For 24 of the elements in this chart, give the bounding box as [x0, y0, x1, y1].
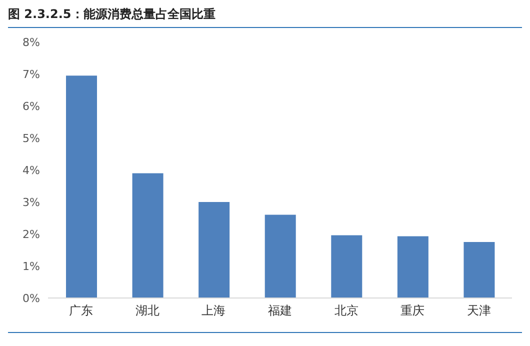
bar: [264, 214, 296, 298]
y-tick-label: 0%: [22, 292, 40, 305]
bar: [198, 202, 230, 298]
x-tick-label: 广东: [69, 304, 94, 318]
bar: [397, 236, 428, 298]
y-tick-label: 7%: [22, 68, 40, 81]
x-tick-label: 福建: [268, 304, 292, 318]
y-tick-label: 8%: [22, 36, 40, 49]
y-tick-label: 1%: [22, 260, 40, 273]
y-tick-label: 5%: [22, 132, 40, 145]
x-tick-label: 湖北: [135, 304, 160, 318]
y-tick-label: 3%: [22, 196, 40, 209]
x-tick-label: 北京: [334, 304, 358, 318]
chart-title: 图 2.3.2.5：能源消费总量占全国比重: [8, 0, 522, 28]
bar: [464, 242, 495, 298]
x-tick-label: 天津: [466, 304, 491, 318]
y-tick-label: 4%: [22, 164, 40, 177]
x-tick-label: 重庆: [400, 304, 425, 318]
bar: [331, 235, 362, 298]
x-tick-label: 上海: [202, 304, 226, 318]
bar: [66, 76, 97, 298]
y-tick-label: 6%: [22, 100, 40, 113]
bar: [132, 173, 164, 298]
y-tick-label: 2%: [22, 228, 40, 241]
